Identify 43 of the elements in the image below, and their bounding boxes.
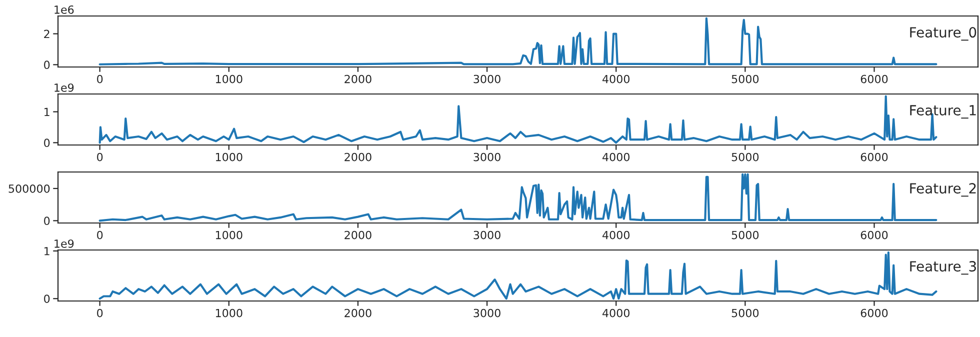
text: Feature_1 — [910, 105, 976, 119]
text: Feature_0 — [910, 27, 976, 41]
y-tick-label: 2 — [44, 30, 50, 38]
x-tick-label: 5000 — [732, 152, 759, 162]
y-tick-label: 0 — [44, 216, 50, 226]
x-tick-label: 0 — [97, 74, 103, 84]
text: Feature_2 — [910, 183, 976, 197]
x-tick-label: 4000 — [602, 230, 630, 240]
y-tick-label: 1 — [44, 247, 50, 256]
y-tick-label: 500000 — [8, 184, 50, 193]
x-tick-label: 3000 — [474, 152, 500, 162]
x-tick-label: 2000 — [344, 74, 372, 84]
y-tick-label: 1 — [44, 108, 50, 116]
x-tick-label: 5000 — [732, 74, 759, 84]
x-tick-label: 5000 — [732, 230, 759, 240]
x-tick-label: 3000 — [474, 230, 500, 240]
x-tick-label: 6000 — [860, 152, 888, 162]
x-tick-label: 1000 — [216, 152, 242, 162]
x-tick-label: 1000 — [216, 308, 242, 318]
y-tick-label: 0 — [44, 60, 50, 70]
x-tick-label: 6000 — [860, 74, 888, 84]
x-tick-label: 1000 — [216, 230, 242, 240]
x-tick-label: 3000 — [474, 308, 500, 318]
y-tick-label: 0 — [44, 294, 50, 303]
x-tick-label: 6000 — [860, 230, 888, 240]
x-tick-label: 1000 — [216, 74, 242, 84]
x-tick-label: 4000 — [602, 74, 630, 84]
x-tick-label: 2000 — [344, 308, 372, 318]
x-tick-label: 0 — [97, 230, 103, 240]
y-tick-label: 0 — [44, 138, 50, 148]
text: 1e9 — [54, 239, 74, 248]
x-tick-label: 0 — [97, 152, 103, 162]
x-tick-label: 2000 — [344, 230, 372, 240]
x-tick-label: 4000 — [602, 152, 630, 162]
x-tick-label: 3000 — [474, 74, 500, 84]
text: 1e6 — [54, 5, 74, 14]
x-tick-label: 0 — [97, 308, 103, 318]
x-tick-label: 5000 — [732, 308, 759, 318]
x-tick-label: 4000 — [602, 308, 630, 318]
x-tick-label: 6000 — [860, 308, 888, 318]
text: Feature_3 — [910, 261, 976, 275]
text: 1e9 — [54, 83, 74, 92]
x-tick-label: 2000 — [344, 152, 372, 162]
